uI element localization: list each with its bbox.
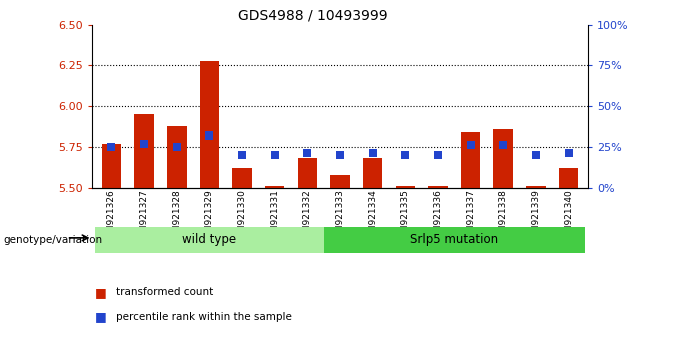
- Bar: [499, 141, 507, 149]
- Bar: [434, 151, 442, 159]
- Bar: [428, 186, 447, 188]
- Bar: [369, 149, 377, 158]
- Text: ■: ■: [95, 286, 107, 298]
- Text: percentile rank within the sample: percentile rank within the sample: [116, 312, 292, 322]
- Bar: [564, 149, 573, 158]
- Bar: [265, 186, 284, 188]
- Bar: [396, 186, 415, 188]
- Bar: [532, 151, 540, 159]
- Bar: [238, 151, 246, 159]
- Bar: [466, 141, 475, 149]
- Text: genotype/variation: genotype/variation: [3, 235, 103, 245]
- Bar: [134, 114, 154, 188]
- Text: Srlp5 mutation: Srlp5 mutation: [410, 233, 498, 246]
- Bar: [494, 129, 513, 188]
- Bar: [107, 143, 116, 151]
- Bar: [336, 151, 344, 159]
- Text: wild type: wild type: [182, 233, 237, 246]
- Bar: [101, 144, 121, 188]
- Bar: [324, 227, 585, 253]
- Text: GDS4988 / 10493999: GDS4988 / 10493999: [238, 9, 388, 23]
- Bar: [298, 158, 317, 188]
- Bar: [205, 131, 214, 139]
- Bar: [526, 186, 546, 188]
- Bar: [95, 227, 324, 253]
- Bar: [199, 61, 219, 188]
- Bar: [167, 126, 186, 188]
- Text: transformed count: transformed count: [116, 287, 213, 297]
- Bar: [303, 149, 311, 158]
- Bar: [559, 168, 579, 188]
- Bar: [461, 132, 481, 188]
- Bar: [330, 175, 350, 188]
- Bar: [173, 143, 181, 151]
- Bar: [363, 158, 382, 188]
- Text: ■: ■: [95, 310, 107, 323]
- Bar: [233, 168, 252, 188]
- Bar: [401, 151, 409, 159]
- Bar: [271, 151, 279, 159]
- Bar: [140, 139, 148, 148]
